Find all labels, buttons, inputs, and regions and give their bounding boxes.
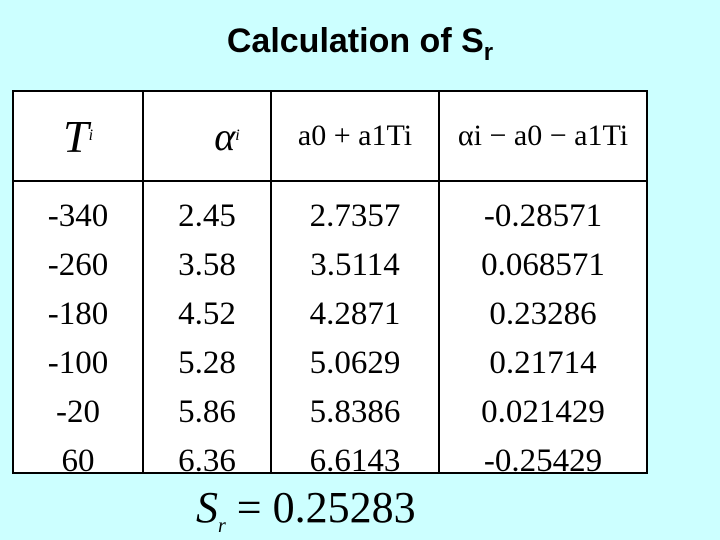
sr-symbol: S xyxy=(196,483,218,532)
table-cell: 6.36 xyxy=(178,443,236,479)
table-cell: 5.0629 xyxy=(309,345,401,381)
table-cell: 5.28 xyxy=(178,345,236,381)
table-cell: 3.58 xyxy=(178,247,236,283)
slide-title: Calculation of Sr xyxy=(0,22,720,67)
column-fit-values: 2.7357 3.5114 4.2871 5.0629 5.8386 6.614… xyxy=(272,192,438,486)
header-alpha-sub: i xyxy=(235,127,240,144)
table-cell: -0.28571 xyxy=(483,198,603,234)
title-text: Calculation of S xyxy=(226,22,484,60)
table-cell: -100 xyxy=(47,345,109,381)
column-alpha-values: 2.45 3.58 4.52 5.28 5.86 6.36 xyxy=(144,192,270,486)
table-cell: 4.2871 xyxy=(309,296,401,332)
table-cell: -0.25429 xyxy=(483,443,603,479)
column-ti-values: -340 -260 -180 -100 -20 60 xyxy=(14,192,142,486)
table-cell: -20 xyxy=(56,394,100,430)
header-fit-expr: a0 + a1Ti xyxy=(297,119,413,152)
table-cell: 5.8386 xyxy=(309,394,401,430)
table-cell: 2.45 xyxy=(178,198,236,234)
sr-subscript: r xyxy=(218,514,226,537)
table-cell: -340 xyxy=(47,198,109,234)
column-residual: αi − a0 − a1Ti -0.28571 0.068571 0.23286… xyxy=(438,92,646,479)
header-fit: a0 + a1Ti xyxy=(272,92,438,180)
table-cell: 60 xyxy=(61,443,95,479)
table-cell: 3.5114 xyxy=(310,247,400,283)
header-alpha-main: α xyxy=(214,113,236,159)
header-ti-sub: i xyxy=(88,127,94,144)
sr-value: = 0.25283 xyxy=(236,483,416,532)
table-cell: 0.21714 xyxy=(489,345,597,381)
table-cell: 6.6143 xyxy=(309,443,401,479)
table-cell: 2.7357 xyxy=(309,198,401,234)
column-fit: a0 + a1Ti 2.7357 3.5114 4.2871 5.0629 5.… xyxy=(270,92,438,479)
header-residual-expr: αi − a0 − a1Ti xyxy=(457,119,629,152)
header-residual: αi − a0 − a1Ti xyxy=(440,92,646,180)
header-separator xyxy=(14,180,646,182)
table-cell: -180 xyxy=(47,296,109,332)
table-cell: 0.23286 xyxy=(489,296,597,332)
table-cell: 5.86 xyxy=(178,394,236,430)
table-cell: 0.021429 xyxy=(481,394,605,430)
table-cell: 4.52 xyxy=(178,296,236,332)
title-subscript: r xyxy=(483,39,494,66)
sr-result: Sr = 0.25283 xyxy=(196,482,416,538)
header-ti-main: T xyxy=(62,110,89,162)
column-residual-values: -0.28571 0.068571 0.23286 0.21714 0.0214… xyxy=(440,192,646,486)
table-cell: -260 xyxy=(47,247,109,283)
table-cell: 0.068571 xyxy=(481,247,605,283)
